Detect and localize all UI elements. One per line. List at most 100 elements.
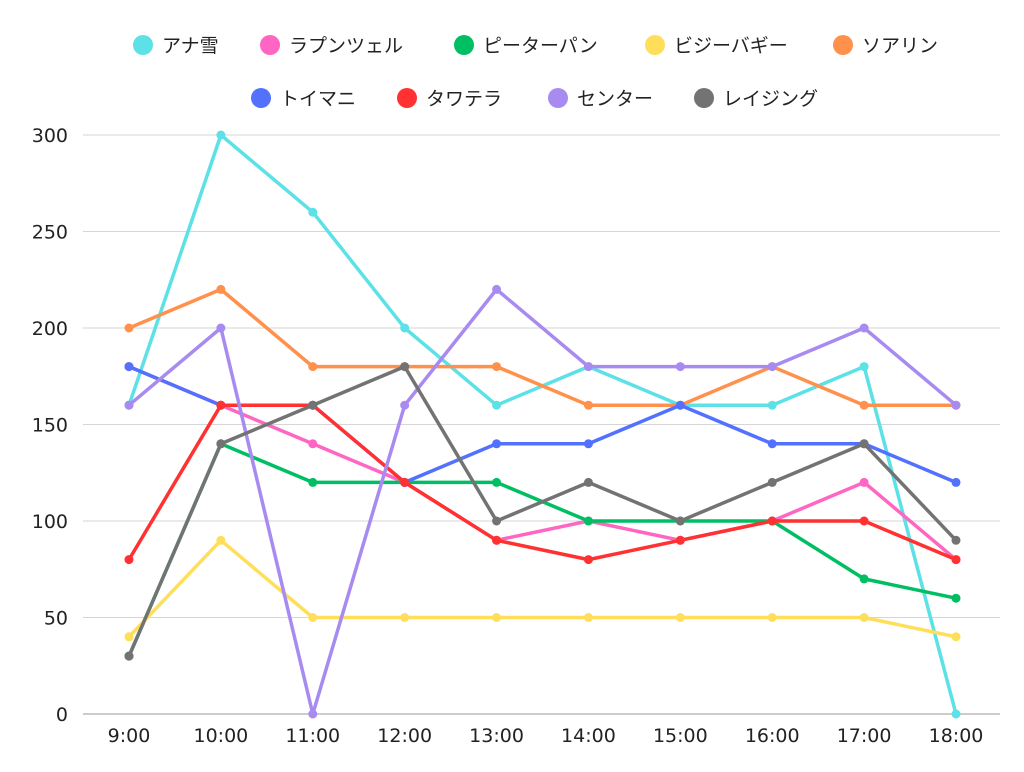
legend-label: ソアリン [862, 35, 938, 57]
data-point [492, 284, 502, 294]
data-point [216, 130, 226, 140]
data-point [492, 439, 502, 449]
data-point [859, 613, 869, 622]
series-6 [124, 400, 961, 565]
data-point [124, 555, 134, 565]
data-point [124, 651, 134, 661]
data-point [951, 593, 961, 603]
data-point [583, 439, 593, 449]
data-point [308, 477, 318, 487]
data-point [859, 439, 869, 449]
x-tick-label: 10:00 [194, 725, 249, 747]
data-point [216, 284, 226, 294]
data-point [951, 400, 961, 410]
legend-item: ビジーバギー [645, 35, 788, 57]
series-4 [124, 284, 961, 410]
data-point [583, 362, 593, 372]
x-tick-label: 18:00 [929, 725, 984, 747]
series-line [127, 287, 958, 716]
y-tick-label: 100 [32, 511, 68, 533]
data-point [583, 516, 593, 526]
legend-item: トイマニ [251, 88, 356, 110]
y-tick-label: 200 [32, 318, 68, 340]
y-tick-label: 250 [32, 222, 68, 244]
data-point [492, 613, 502, 622]
legend-item: ソアリン [833, 35, 938, 57]
x-tick-label: 11:00 [285, 725, 340, 747]
data-point [859, 400, 869, 410]
data-point [124, 632, 134, 642]
data-point [767, 400, 777, 410]
data-point [400, 362, 410, 372]
data-point [216, 535, 226, 545]
data-point [583, 400, 593, 410]
legend-item: タワテラ [397, 88, 502, 110]
data-point [951, 535, 961, 545]
data-point [583, 613, 593, 622]
legend-item: レイジング [694, 88, 818, 110]
data-point [492, 477, 502, 487]
data-point [308, 439, 318, 449]
legend-swatch [260, 35, 280, 55]
data-point [400, 613, 410, 622]
legend-label: レイジング [723, 88, 818, 110]
data-point [767, 362, 777, 372]
legend-swatch [548, 88, 568, 108]
y-tick-label: 150 [32, 415, 68, 437]
series-line [128, 287, 956, 407]
x-tick-label: 9:00 [108, 725, 151, 747]
data-point [675, 400, 685, 410]
legend-item: センター [548, 88, 653, 110]
y-tick-label: 300 [32, 125, 68, 147]
data-point [859, 574, 869, 584]
series-8 [124, 362, 961, 661]
y-tick-label: 50 [44, 608, 68, 630]
data-point [583, 477, 593, 487]
x-tick-label: 16:00 [745, 725, 800, 747]
data-point [308, 362, 318, 372]
x-tick-label: 14:00 [561, 725, 616, 747]
series-7 [124, 284, 961, 719]
legend-swatch [454, 35, 474, 55]
series-3 [124, 535, 961, 642]
data-point [492, 400, 502, 410]
legend-swatch [397, 88, 417, 108]
legend-label: ビジーバギー [674, 35, 788, 57]
legend-label: ピーターパン [483, 35, 598, 57]
series-line [127, 403, 957, 562]
data-point [216, 323, 226, 333]
legend-swatch [133, 35, 153, 55]
data-point [675, 362, 685, 372]
legend-swatch [833, 35, 853, 55]
data-point [216, 400, 226, 410]
data-point [767, 439, 777, 449]
x-tick-label: 13:00 [469, 725, 524, 747]
data-point [308, 709, 318, 719]
series-line [127, 538, 957, 639]
x-tick-label: 15:00 [653, 725, 708, 747]
series-lines [124, 130, 961, 719]
legend-swatch [645, 35, 665, 55]
data-point [767, 613, 777, 622]
legend-item: ラプンツェル [260, 35, 403, 57]
x-tick-label: 12:00 [377, 725, 432, 747]
data-point [492, 535, 502, 545]
data-point [859, 323, 869, 333]
y-tick-label: 0 [56, 704, 68, 726]
data-point [859, 477, 869, 487]
data-point [400, 323, 410, 333]
data-point [308, 400, 318, 410]
series-line [127, 364, 958, 657]
data-point [400, 400, 410, 410]
data-point [859, 516, 869, 526]
data-point [951, 709, 961, 719]
legend-item: ピーターパン [454, 35, 598, 57]
legend-label: アナ雪 [162, 35, 219, 57]
data-point [951, 632, 961, 642]
legend-swatch [251, 88, 271, 108]
legend-swatch [694, 88, 714, 108]
data-point [859, 362, 869, 372]
data-point [216, 439, 226, 449]
